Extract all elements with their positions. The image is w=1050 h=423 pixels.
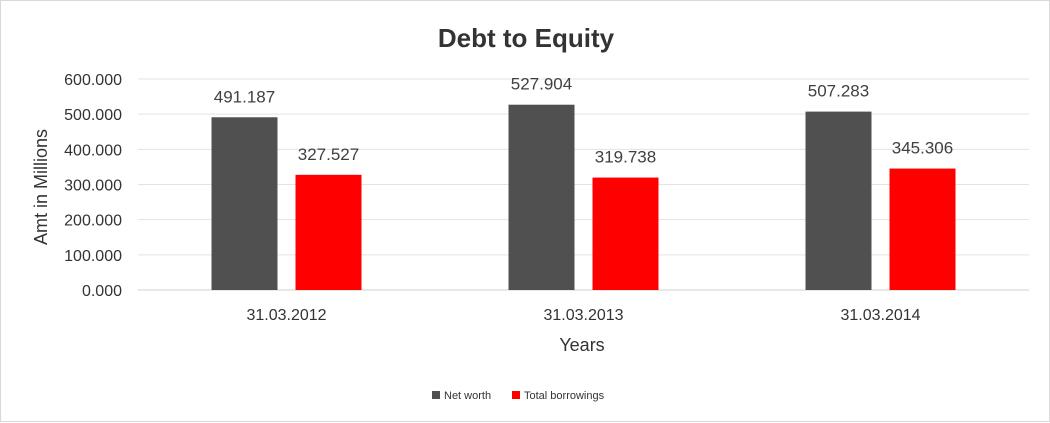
data-label: 327.527 [298,145,359,164]
legend-label: Total borrowings [524,390,605,402]
data-label: 507.283 [808,82,869,101]
y-tick-label: 100.000 [64,248,122,265]
x-axis-title: Years [559,335,604,355]
bars [211,104,956,291]
x-axis-ticks: 31.03.2012 31.03.2013 31.03.2014 [246,307,920,324]
legend: Net worth Total borrowings [432,390,605,402]
y-tick-label: 300.000 [64,178,122,195]
bar-net-worth [211,117,278,291]
x-tick-label: 31.03.2014 [840,307,920,324]
bar-net-worth [508,104,575,290]
data-label: 527.904 [511,75,572,94]
y-tick-label: 600.000 [64,72,122,89]
data-label: 319.738 [595,148,656,167]
y-tick-label: 400.000 [64,142,122,159]
data-labels: 491.187 327.527 527.904 319.738 507.283 345.3… [214,75,953,167]
data-label: 345.306 [892,139,953,158]
chart-title: Debt to Equity [438,23,615,53]
x-tick-label: 31.03.2012 [246,307,326,324]
legend-item-total-borrowings: Total borrowings [512,390,605,402]
y-tick-label: 500.000 [64,107,122,124]
legend-swatch [512,391,520,399]
y-axis-ticks: 0.000 100.000 200.000 300.000 400.000 500.000… [64,72,122,300]
data-label: 491.187 [214,87,275,106]
y-tick-label: 200.000 [64,213,122,230]
legend-item-net-worth: Net worth [432,390,491,402]
x-tick-label: 31.03.2013 [543,307,623,324]
legend-swatch [432,391,440,399]
y-axis-title: Amt in Millions [31,129,51,245]
bar-net-worth [805,111,872,291]
gridlines [138,78,1029,291]
bar-total-borrowings [592,177,659,290]
y-tick-label: 0.000 [82,283,122,300]
legend-label: Net worth [444,390,491,402]
bar-total-borrowings [295,174,362,290]
bar-total-borrowings [889,168,956,290]
